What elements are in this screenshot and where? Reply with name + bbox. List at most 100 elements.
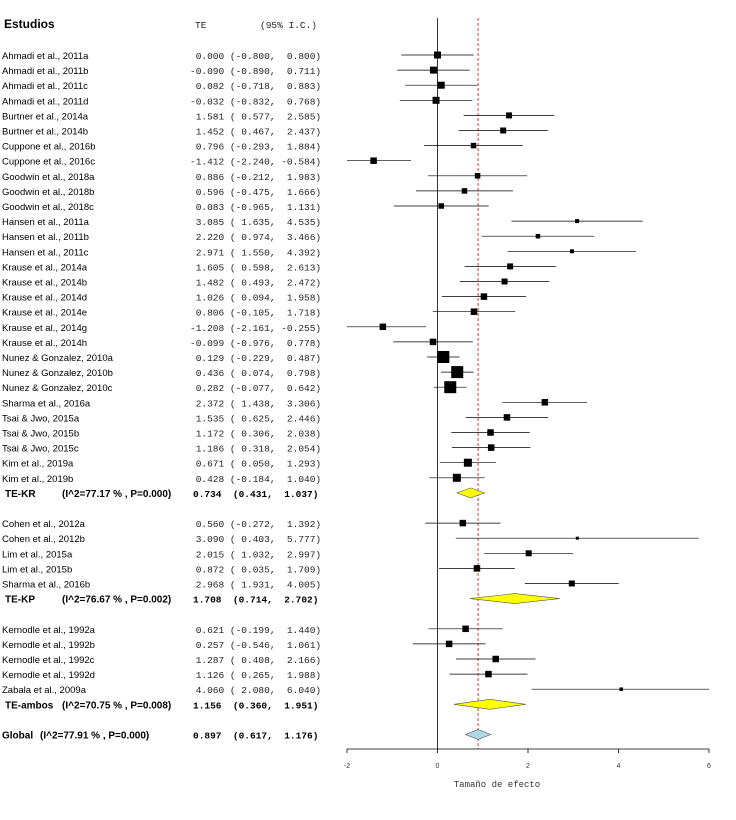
study-label: Cohen et al., 2012a (2, 519, 86, 530)
study-effect-ci: 0.796 (-0.293, 1.884) (190, 142, 321, 153)
study-label: Lim et al., 2015a (2, 549, 73, 560)
study-effect-ci: 1.605 ( 0.598, 2.613) (190, 262, 321, 273)
study-label: Tsai & Jwo, 2015c (2, 444, 79, 455)
subgroup-effect-ci: 0.734 (0.431, 1.037) (193, 489, 318, 500)
subgroup-label: TE-KP (5, 595, 35, 606)
study-effect-ci: 0.428 (-0.184, 1.040) (190, 474, 321, 485)
study-label: Goodwin et al., 2018c (2, 202, 94, 213)
effect-square (429, 66, 437, 74)
subgroup-effect-ci: 1.156 (0.360, 1.951) (193, 700, 318, 711)
study-label: Cohen et al., 2012b (2, 534, 85, 545)
study-effect-ci: 0.257 (-0.546, 1.061) (190, 640, 321, 651)
study-label: Kernodle et al., 1992c (2, 655, 95, 666)
subgroup-diamond (456, 487, 486, 499)
study-label: Kim et al., 2019b (2, 474, 73, 485)
study-label: Zabala et al., 2009a (2, 685, 87, 696)
study-effect-ci: 1.126 ( 0.265, 1.988) (190, 670, 321, 681)
study-effect-ci: 1.452 ( 0.467, 2.437) (190, 127, 321, 138)
te-header: TE (195, 20, 207, 31)
effect-square (525, 550, 532, 557)
effect-square (444, 381, 457, 394)
study-effect-ci: 0.671 ( 0.050, 1.293) (190, 459, 321, 470)
subgroup-label: TE-KR (5, 489, 36, 500)
study-effect-ci: 0.436 ( 0.074, 0.798) (190, 368, 321, 379)
study-label: Burtner et al., 2014a (2, 111, 89, 122)
x-tick-label: -2 (344, 763, 350, 770)
study-label: Hansen et al., 2011b (2, 232, 89, 243)
effect-square (432, 96, 440, 104)
study-label: Cuppone et al., 2016c (2, 157, 95, 168)
overall-effect-ci: 0.897 (0.617, 1.176) (193, 731, 318, 742)
study-effect-ci: 1.482 ( 0.493, 2.472) (190, 278, 321, 289)
effect-square (503, 414, 511, 421)
study-effect-ci: 1.186 ( 0.318, 2.054) (190, 444, 321, 455)
subgroup-diamond (469, 593, 560, 604)
study-label: Krause et al., 2014e (2, 308, 87, 319)
x-tick-label: 0 (436, 763, 440, 770)
study-label: Kim et al., 2019a (2, 459, 74, 470)
study-effect-ci: 0.596 (-0.475, 1.666) (190, 187, 321, 198)
study-effect-ci: 0.872 ( 0.035, 1.709) (190, 564, 321, 575)
study-label: Hansen et al., 2011a (2, 217, 90, 228)
subgroup-label: TE-ambos (5, 700, 54, 711)
effect-square (487, 429, 494, 436)
x-tick-label: 2 (526, 763, 530, 770)
study-effect-ci: 0.560 (-0.272, 1.392) (190, 519, 321, 530)
effect-square (500, 127, 507, 134)
study-effect-ci: -0.032 (-0.832, 0.768) (190, 96, 321, 107)
study-effect-ci: 2.220 ( 0.974, 3.466) (190, 232, 321, 243)
overall-diamond (464, 729, 492, 740)
study-effect-ci: 2.968 ( 1.931, 4.005) (190, 580, 321, 591)
study-label: Kernodle et al., 1992b (2, 640, 95, 651)
study-effect-ci: 1.172 ( 0.306, 2.038) (190, 429, 321, 440)
study-effect-ci: -1.208 (-2.161, -0.255) (190, 323, 321, 334)
study-label: Lim et al., 2015b (2, 564, 72, 575)
effect-square (473, 565, 481, 572)
effect-square (541, 399, 549, 406)
study-label: Tsai & Jwo, 2015a (2, 413, 80, 424)
study-effect-ci: 3.085 ( 1.635, 4.535) (190, 217, 321, 228)
study-label: Nunez & Gonzalez, 2010a (2, 353, 114, 364)
ci-header: (95% I.C.) (260, 20, 317, 31)
heterogeneity-text: (I^2=76.67 % , P=0.002) (62, 595, 171, 606)
study-effect-ci: 0.000 (-0.800, 0.800) (190, 51, 321, 62)
study-effect-ci: 0.083 (-0.965, 1.131) (190, 202, 321, 213)
subgroup-diamond (453, 698, 526, 710)
effect-square (437, 81, 445, 89)
heterogeneity-text: (I^2=77.17 % , P=0.000) (62, 489, 171, 500)
study-label: Sharma et al., 2016a (2, 398, 91, 409)
study-effect-ci: 0.082 (-0.718, 0.883) (190, 81, 321, 92)
effect-square (451, 366, 464, 379)
effect-square (370, 157, 377, 164)
effect-square (437, 351, 450, 363)
effect-square (575, 536, 579, 540)
x-axis-label: Tamaño de efecto (454, 780, 540, 790)
effect-square (434, 51, 441, 59)
effect-square (470, 308, 478, 315)
study-label: Tsai & Jwo, 2015b (2, 429, 79, 440)
study-label: Hansen et al., 2011c (2, 247, 89, 258)
x-tick-label: 4 (617, 763, 621, 770)
effect-square (535, 233, 541, 239)
effect-square (438, 203, 445, 209)
study-effect-ci: 0.621 (-0.199, 1.440) (190, 625, 321, 636)
effect-square (619, 687, 623, 691)
effect-square (569, 249, 574, 254)
study-label: Krause et al., 2014b (2, 278, 87, 289)
effect-square (459, 519, 467, 527)
subgroup-effect-ci: 1.708 (0.714, 2.702) (193, 595, 318, 606)
study-effect-ci: 0.129 (-0.229, 0.487) (190, 353, 321, 364)
study-effect-ci: -0.090 (-0.890, 0.711) (190, 66, 321, 77)
effect-square (507, 263, 514, 270)
overall-label: Global (2, 731, 33, 742)
study-effect-ci: 1.535 ( 0.625, 2.446) (190, 413, 321, 424)
effect-square (463, 458, 472, 467)
study-label: Goodwin et al., 2018a (2, 172, 95, 183)
study-effect-ci: 0.282 (-0.077, 0.642) (190, 383, 321, 394)
study-label: Ahmadi et al., 2011b (2, 66, 88, 77)
study-label: Krause et al., 2014h (2, 338, 87, 349)
effect-square (492, 655, 499, 663)
effect-square (501, 278, 508, 285)
studies-header: Estudios (4, 17, 55, 31)
